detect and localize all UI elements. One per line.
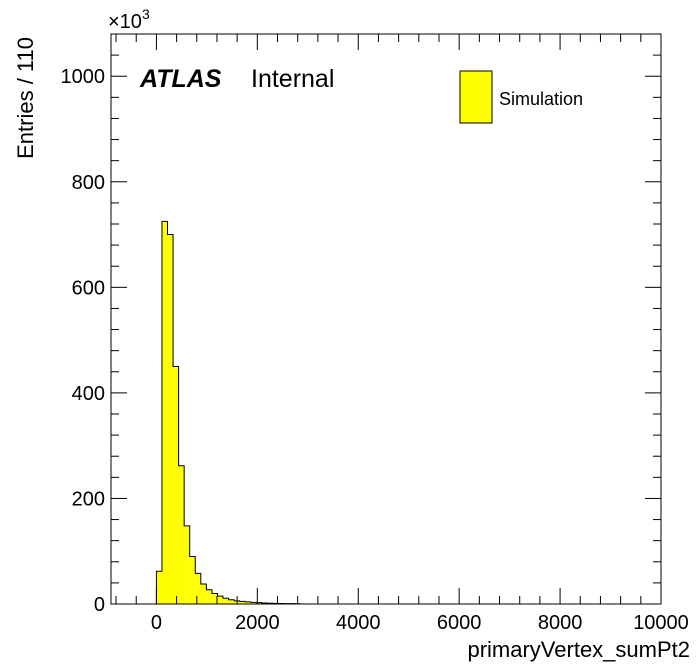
histogram-bar [184,525,190,604]
y-tick-label: 800 [72,172,105,194]
histogram-bars [155,220,302,605]
histogram-bar [245,601,251,604]
histogram-bar [256,602,262,604]
y-tick-label: 200 [72,488,105,510]
y-tick-label: 600 [72,277,105,299]
x-axis-title: primaryVertex_sumPt2 [467,637,690,662]
y-tick-label: 1000 [61,66,106,88]
x-tick-label: 4000 [336,612,381,634]
histogram-bar [189,556,196,604]
legend: Simulation [459,70,583,124]
histogram-bar [167,234,174,605]
histogram-bar [161,221,168,604]
x-tick-label: 2000 [235,612,280,634]
histogram-bar [200,583,207,604]
histogram-bar [156,571,162,604]
y-multiplier-label: ×103 [108,6,150,33]
y-axis-title: Entries / 110 [13,37,38,159]
legend-label-simulation: Simulation [499,89,583,109]
histogram-outline [155,220,302,605]
histogram-bar [223,598,229,604]
histogram-bar [173,366,179,604]
axis-ticks [111,33,662,605]
histogram-bar [178,465,185,604]
x-tick-label: 6000 [437,612,482,634]
histogram-bar [217,596,224,604]
internal-label: Internal [251,65,334,93]
legend-swatch-simulation [459,70,493,124]
x-tick-label: 0 [151,612,162,634]
histogram-bar [195,573,201,604]
histogram-bar [261,602,268,604]
y-tick-label: 400 [72,383,105,405]
y-tick-label: 0 [94,594,105,616]
histogram-bar [250,602,257,604]
histogram-bar [206,589,212,604]
x-tick-label: 10000 [633,612,689,634]
histogram-bar [211,593,218,604]
x-tick-label: 8000 [538,612,583,634]
plot-frame [110,33,662,605]
atlas-label: ATLAS [139,65,222,93]
histogram-bar [239,601,246,604]
histogram-bar [228,599,235,604]
axis-tick-labels: 0 2000 4000 6000 8000 10000 0 200 400 600 800 1000 [61,66,689,634]
